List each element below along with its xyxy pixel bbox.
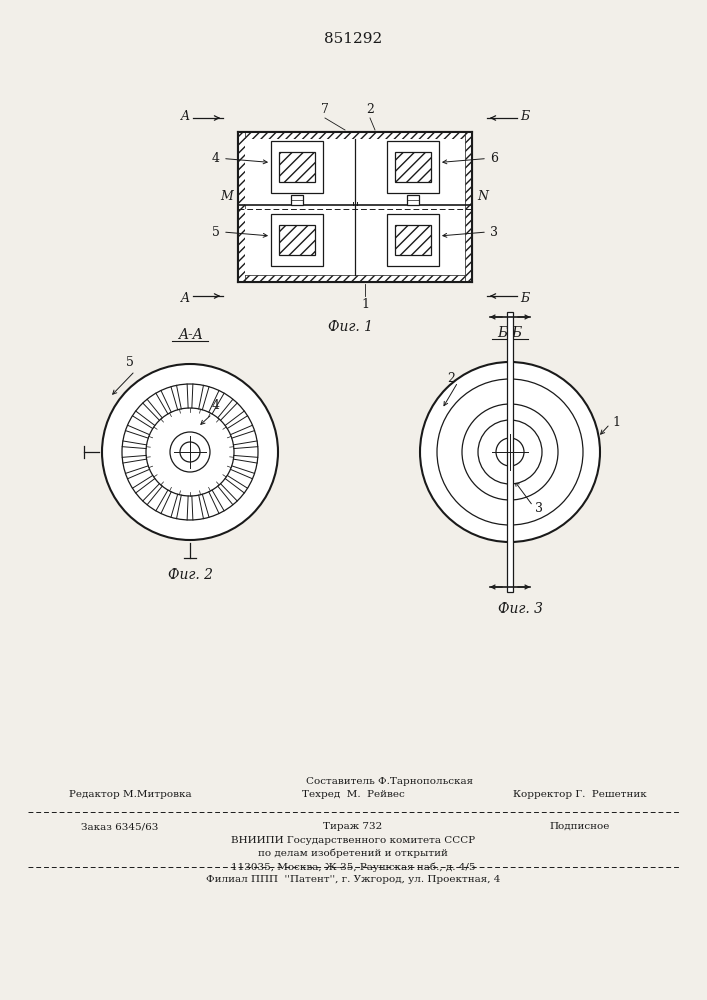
Text: 4: 4: [212, 399, 220, 412]
Bar: [395, 151, 431, 182]
Bar: [238, 132, 472, 282]
Text: Фиг. 2: Фиг. 2: [168, 568, 213, 582]
Text: 4: 4: [212, 152, 220, 165]
Text: 1: 1: [612, 416, 620, 428]
Text: A: A: [181, 109, 190, 122]
Text: N: N: [477, 190, 488, 203]
Text: Заказ 6345/63: Заказ 6345/63: [81, 822, 158, 831]
Bar: [238, 132, 472, 139]
Bar: [271, 140, 323, 192]
Text: 3: 3: [535, 502, 543, 516]
Text: Б: Б: [520, 109, 529, 122]
Text: ВНИИПИ Государственного комитета СССР: ВНИИПИ Государственного комитета СССР: [231, 836, 475, 845]
Bar: [407, 194, 419, 205]
Bar: [245, 209, 465, 275]
Bar: [395, 225, 431, 255]
Text: 2: 2: [366, 103, 374, 116]
Ellipse shape: [462, 404, 558, 500]
Text: Техред  М.  Рейвес: Техред М. Рейвес: [302, 790, 404, 799]
Text: Редактор М.Митровка: Редактор М.Митровка: [69, 790, 192, 799]
Text: A-A: A-A: [177, 328, 202, 342]
Ellipse shape: [170, 432, 210, 472]
Ellipse shape: [496, 438, 524, 466]
Bar: [507, 312, 513, 592]
Bar: [291, 194, 303, 205]
Text: 1: 1: [361, 298, 369, 311]
Text: Тираж 732: Тираж 732: [323, 822, 382, 831]
Ellipse shape: [180, 442, 200, 462]
Text: 6: 6: [490, 152, 498, 165]
Text: Б-Б: Б-Б: [498, 326, 522, 340]
Text: Составитель Ф.Тарнопольская: Составитель Ф.Тарнопольская: [306, 777, 474, 786]
Text: Корректор Г.  Решетник: Корректор Г. Решетник: [513, 790, 647, 799]
Ellipse shape: [420, 362, 600, 542]
Bar: [238, 132, 245, 282]
Text: 2: 2: [447, 372, 455, 385]
Bar: [245, 139, 465, 205]
Bar: [465, 132, 472, 282]
Text: A: A: [181, 292, 190, 304]
Text: M: M: [221, 190, 233, 203]
Text: Филиал ППП  ''Патент'', г. Ужгород, ул. Проектная, 4: Филиал ППП ''Патент'', г. Ужгород, ул. П…: [206, 875, 500, 884]
Text: 851292: 851292: [324, 32, 382, 46]
Ellipse shape: [478, 420, 542, 484]
Bar: [387, 214, 439, 266]
Text: Фиг. 3: Фиг. 3: [498, 602, 542, 616]
Bar: [387, 140, 439, 192]
Text: Б: Б: [520, 292, 529, 304]
Text: 113035, Москва, Ж-35, Раушская наб., д. 4/5: 113035, Москва, Ж-35, Раушская наб., д. …: [230, 862, 475, 871]
Bar: [279, 225, 315, 255]
Ellipse shape: [146, 408, 234, 496]
Bar: [271, 214, 323, 266]
Text: 3: 3: [490, 226, 498, 238]
Text: по делам изобретений и открытий: по делам изобретений и открытий: [258, 849, 448, 858]
Text: Подписное: Подписное: [550, 822, 610, 831]
Text: 7: 7: [321, 103, 329, 116]
Bar: [279, 151, 315, 182]
Bar: [238, 275, 472, 282]
Ellipse shape: [122, 384, 258, 520]
Text: Фиг. 1: Фиг. 1: [327, 320, 373, 334]
Text: 5: 5: [126, 356, 134, 369]
Ellipse shape: [437, 379, 583, 525]
Text: 5: 5: [212, 226, 220, 238]
Ellipse shape: [102, 364, 278, 540]
